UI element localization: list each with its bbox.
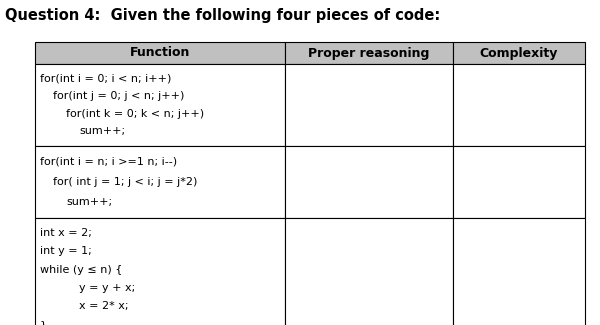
Bar [453,218,585,325]
Bar [453,64,585,146]
Bar [285,64,453,146]
Bar [35,42,285,64]
Text: Function: Function [130,46,190,59]
Bar [453,42,585,64]
Text: sum++;: sum++; [79,126,125,136]
Text: for(int j = 0; j < n; j++): for(int j = 0; j < n; j++) [53,91,184,101]
Text: int x = 2;: int x = 2; [40,228,92,238]
Bar [285,146,453,218]
Bar [453,146,585,218]
Text: for(int i = n; i >=1 n; i--): for(int i = n; i >=1 n; i--) [40,157,177,167]
Text: int y = 1;: int y = 1; [40,246,92,256]
Text: }: } [40,320,47,325]
Text: Question 4:  Given the following four pieces of code:: Question 4: Given the following four pie… [5,8,440,23]
Text: for(int k = 0; k < n; j++): for(int k = 0; k < n; j++) [66,109,204,119]
Text: for(int i = 0; i < n; i++): for(int i = 0; i < n; i++) [40,74,172,84]
Bar [35,218,285,325]
Text: y = y + x;: y = y + x; [79,283,135,293]
Text: for( int j = 1; j < i; j = j*2): for( int j = 1; j < i; j = j*2) [53,177,197,187]
Bar [35,64,285,146]
Bar [285,42,453,64]
Text: sum++;: sum++; [66,197,112,207]
Text: Complexity: Complexity [480,46,558,59]
Bar [35,146,285,218]
Bar [285,218,453,325]
Text: x = 2* x;: x = 2* x; [79,302,128,311]
Text: Proper reasoning: Proper reasoning [308,46,430,59]
Text: while (y ≤ n) {: while (y ≤ n) { [40,265,122,275]
